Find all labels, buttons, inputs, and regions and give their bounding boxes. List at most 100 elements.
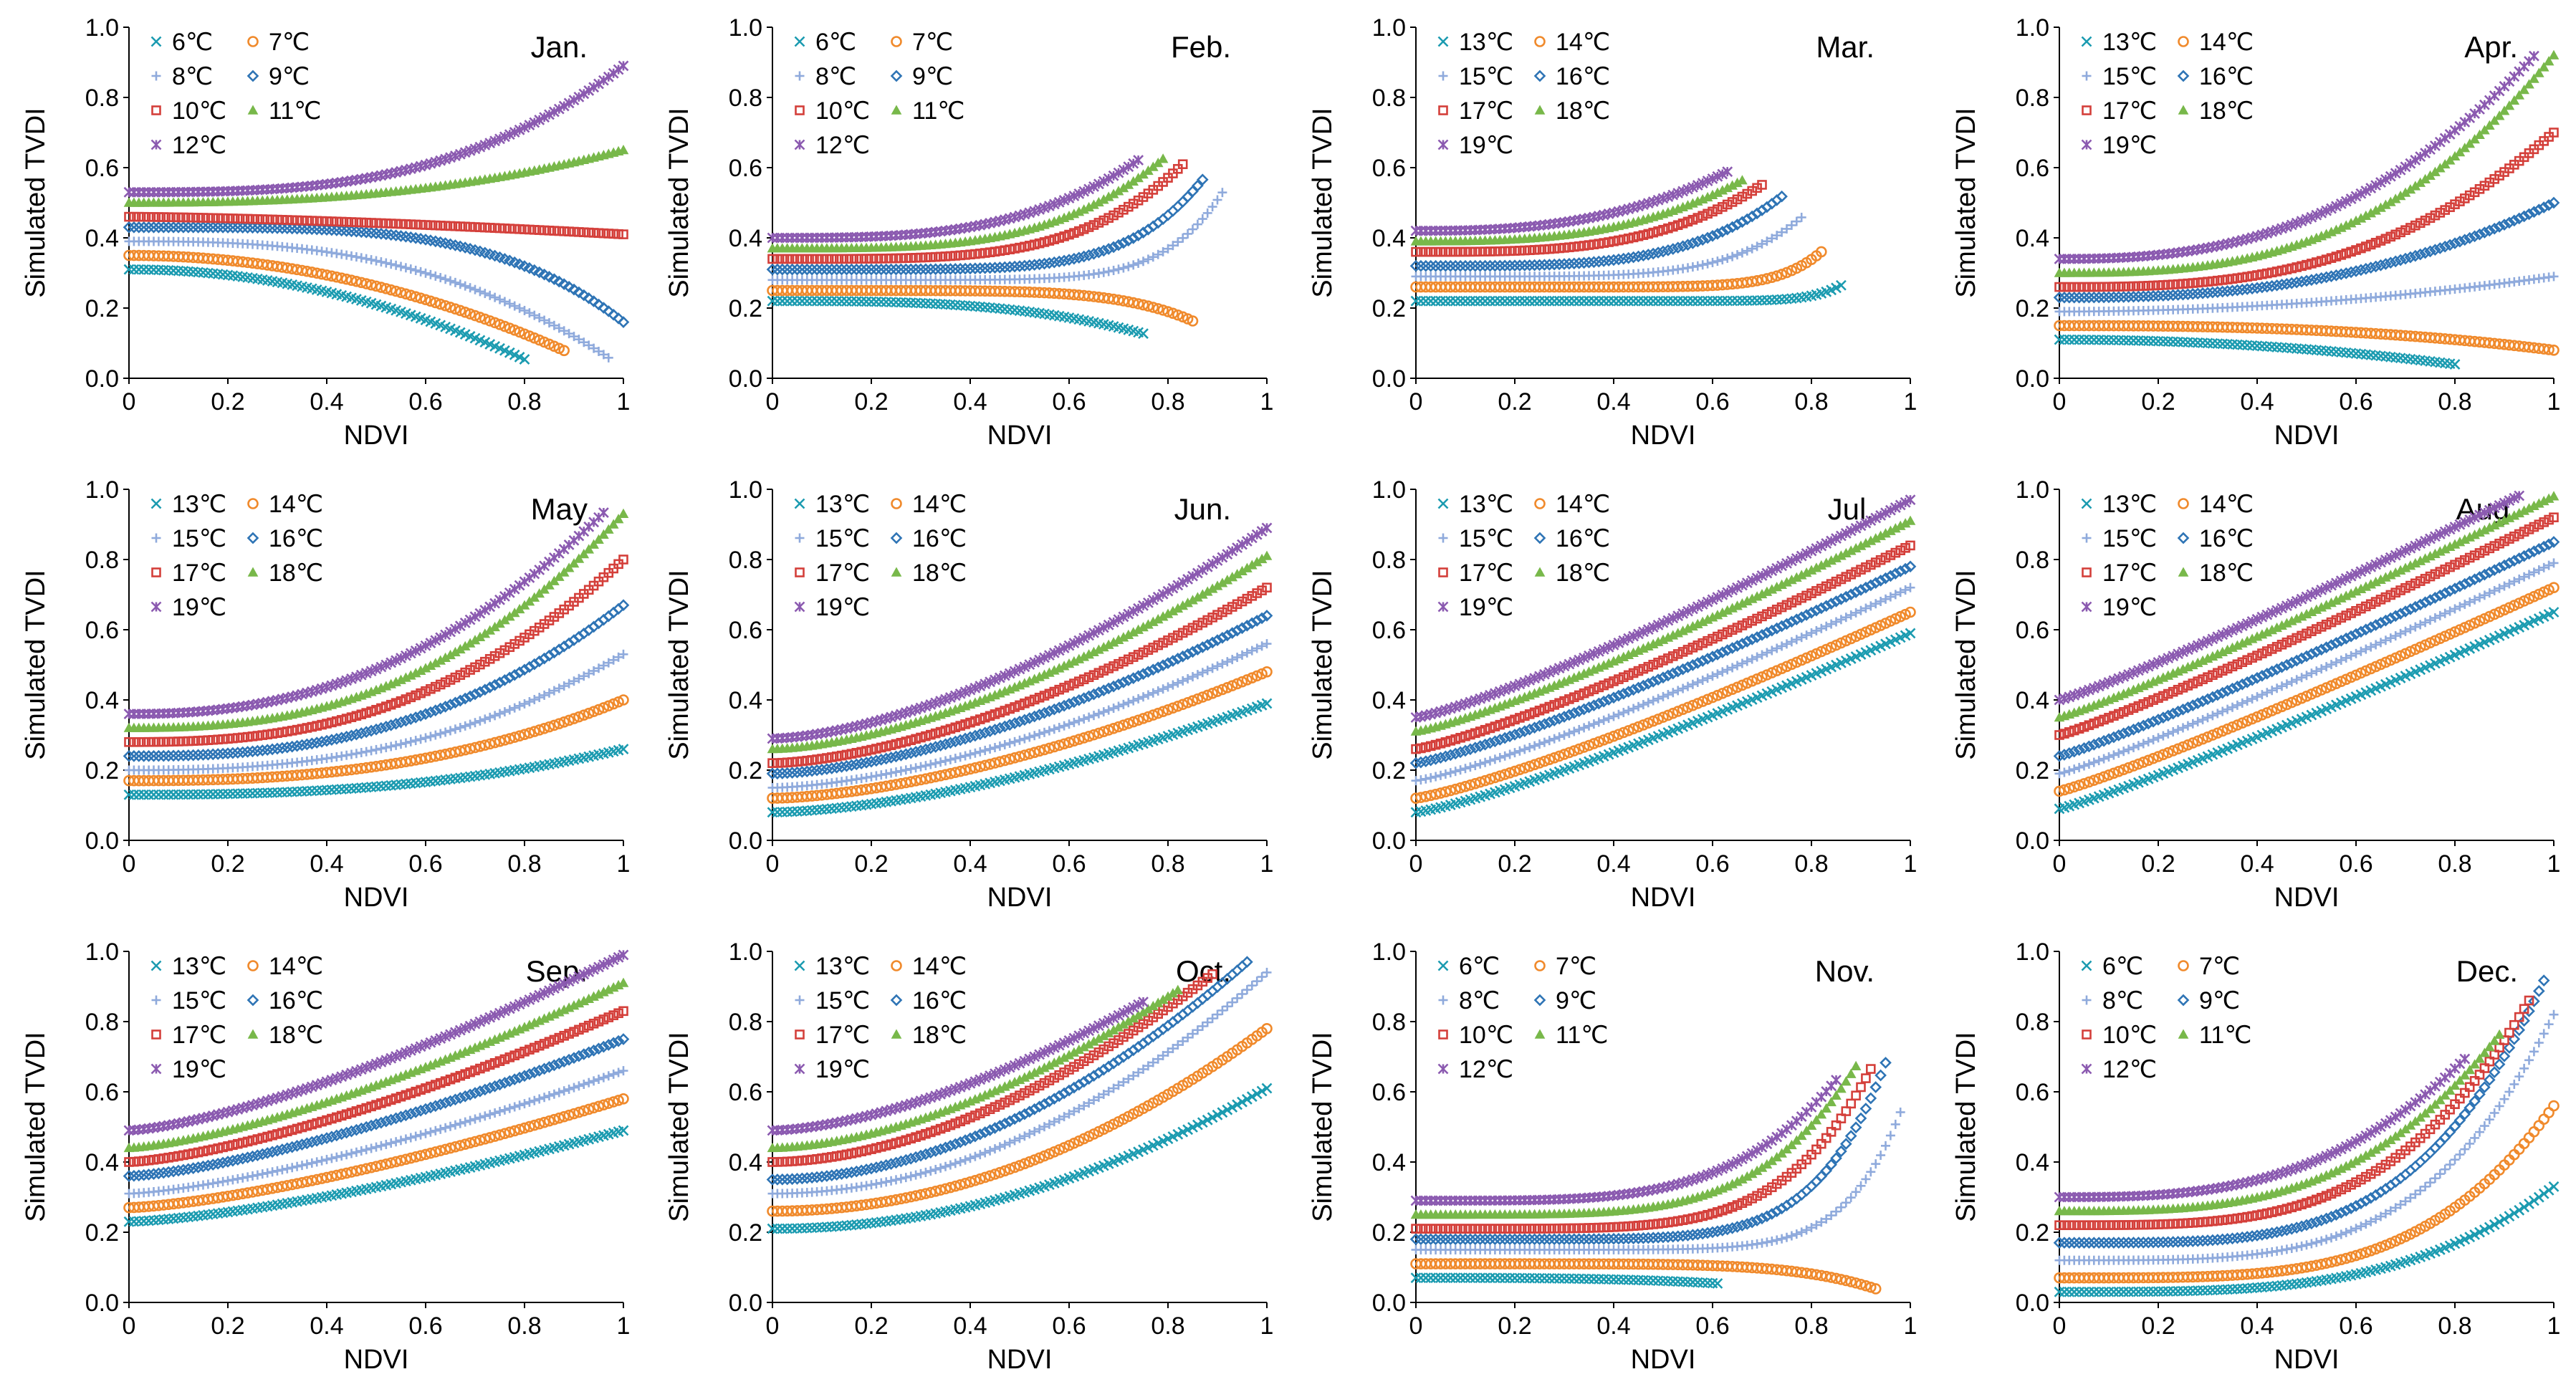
data-point xyxy=(534,225,545,235)
data-point xyxy=(1440,225,1451,236)
legend-marker-icon xyxy=(1534,36,1546,47)
data-point xyxy=(1480,224,1491,235)
data-point xyxy=(1450,225,1461,236)
data-point xyxy=(335,272,348,284)
data-point xyxy=(1139,692,1148,702)
legend-item: 16℃ xyxy=(890,525,967,552)
data-point xyxy=(490,711,500,721)
data-point xyxy=(2104,282,2114,292)
data-point xyxy=(425,295,436,307)
data-point xyxy=(470,718,480,728)
data-point xyxy=(237,213,248,224)
data-point xyxy=(1609,711,1619,721)
data-point xyxy=(851,231,862,243)
x-tick-label: 1 xyxy=(617,388,631,416)
legend-label: 7℃ xyxy=(269,29,310,56)
data-point xyxy=(386,219,396,229)
data-point xyxy=(1044,236,1055,246)
data-point xyxy=(504,322,516,334)
data-point xyxy=(598,228,609,239)
data-point xyxy=(479,605,491,616)
data-point xyxy=(509,703,519,713)
data-point xyxy=(1642,295,1654,307)
data-point xyxy=(1143,254,1153,264)
data-point xyxy=(301,785,312,797)
data-point xyxy=(1514,295,1526,307)
data-point xyxy=(375,282,387,293)
legend-label: 12℃ xyxy=(815,132,870,159)
data-point xyxy=(930,251,941,262)
legend-item: 15℃ xyxy=(1438,63,1513,90)
data-point xyxy=(2549,272,2559,282)
data-point xyxy=(129,211,139,222)
data-point xyxy=(1097,244,1110,257)
data-point xyxy=(1831,576,1842,587)
data-point xyxy=(540,690,550,700)
y-tick-label: 0.0 xyxy=(1372,365,1406,393)
data-point xyxy=(331,216,342,227)
data-point xyxy=(2079,253,2089,264)
data-point xyxy=(831,254,842,264)
data-point xyxy=(1851,608,1861,618)
data-point xyxy=(1168,680,1178,690)
data-point xyxy=(618,144,629,155)
data-point xyxy=(494,319,506,330)
data-point xyxy=(391,260,401,270)
data-point xyxy=(1801,590,1811,601)
legend-label: 18℃ xyxy=(1556,560,1610,587)
data-point xyxy=(292,786,303,797)
data-point xyxy=(558,345,570,357)
data-point xyxy=(495,294,504,304)
data-point xyxy=(1757,650,1767,660)
data-point xyxy=(153,264,164,276)
data-point xyxy=(866,254,876,264)
data-point xyxy=(598,75,609,86)
data-point xyxy=(386,741,396,752)
series-19℃ xyxy=(767,522,1273,744)
data-point xyxy=(1117,236,1130,249)
data-point xyxy=(514,701,525,711)
data-point xyxy=(1836,574,1847,585)
data-point xyxy=(1157,153,1169,163)
data-point xyxy=(1613,295,1624,307)
data-point xyxy=(1698,638,1708,648)
data-point xyxy=(1525,743,1535,753)
y-tick-label: 0.0 xyxy=(2016,827,2049,855)
data-point xyxy=(178,186,189,198)
data-point xyxy=(173,186,184,198)
data-point xyxy=(905,297,916,308)
data-point xyxy=(217,788,229,800)
y-tick-label: 0.6 xyxy=(729,617,762,644)
data-point xyxy=(1480,295,1491,307)
data-point xyxy=(1460,246,1470,257)
data-point xyxy=(272,787,283,798)
data-point xyxy=(1010,736,1020,746)
data-point xyxy=(573,286,585,299)
data-point xyxy=(2118,282,2129,292)
data-point xyxy=(618,60,629,72)
data-point xyxy=(954,262,967,275)
data-point xyxy=(455,221,466,231)
data-point xyxy=(792,254,803,264)
data-point xyxy=(1197,214,1207,224)
data-point xyxy=(772,807,783,818)
data-point xyxy=(2153,335,2164,347)
legend: 13℃ 14℃15℃ 16℃17℃ 18℃19℃ xyxy=(150,491,323,621)
data-point xyxy=(1554,732,1564,742)
x-tick-label: 0.2 xyxy=(211,850,244,878)
chart-panel-8: 0.00.20.40.60.81.00 0.2 0.4 0.6 0.8 1NDVISimu… xyxy=(1951,476,2560,913)
data-point xyxy=(1816,583,1826,594)
data-point xyxy=(1134,258,1144,268)
data-point xyxy=(1505,749,1515,759)
data-point xyxy=(1895,545,1905,556)
data-point xyxy=(134,736,144,747)
data-point xyxy=(1535,739,1544,749)
data-point xyxy=(455,723,465,733)
y-tick-label: 0.6 xyxy=(1372,617,1406,644)
data-point xyxy=(1450,246,1460,257)
data-point xyxy=(232,788,244,800)
data-point xyxy=(1821,581,1832,592)
data-point xyxy=(1747,186,1757,196)
data-point xyxy=(558,100,570,112)
data-point xyxy=(381,742,391,752)
